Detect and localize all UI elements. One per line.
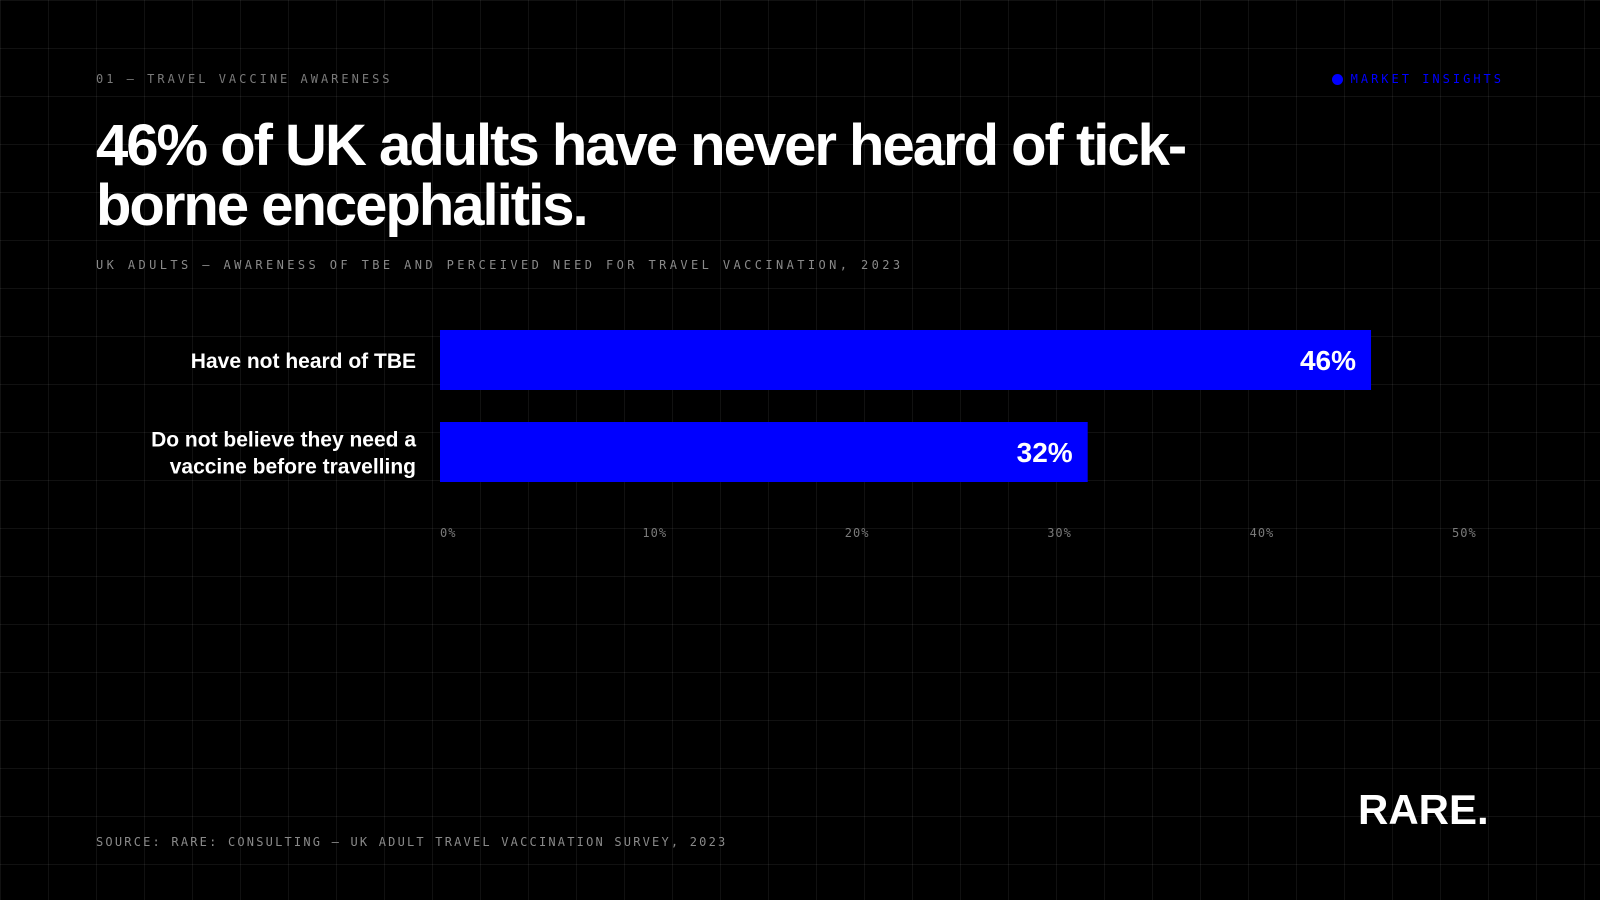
section-eyebrow: 01 — TRAVEL VACCINE AWARENESS xyxy=(96,72,393,86)
x-tick-label-2: 20% xyxy=(845,526,870,540)
bar-0 xyxy=(440,330,1372,390)
tag-label: MARKET INSIGHTS xyxy=(1350,72,1504,86)
x-tick-label-1: 10% xyxy=(642,526,667,540)
x-tick-label-4: 40% xyxy=(1250,526,1275,540)
chart-subtitle: UK ADULTS — AWARENESS OF TBE AND PERCEIV… xyxy=(96,258,904,272)
bar-chart: 46% Have not heard of TBE 32% Do not believ… xyxy=(151,330,1477,540)
bar-value-label-0: 46% xyxy=(1300,345,1356,376)
category-label-0: Have not heard of TBE xyxy=(191,350,416,373)
x-tick-label-5: 50% xyxy=(1452,526,1477,540)
bar-value-label-1: 32% xyxy=(1017,437,1073,468)
market-insights-tag: MARKET INSIGHTS xyxy=(1331,72,1504,86)
dot-icon xyxy=(1331,73,1343,85)
x-tick-label-0: 0% xyxy=(440,526,456,540)
x-tick-label-3: 30% xyxy=(1047,526,1072,540)
source-note: SOURCE: RARE: CONSULTING — UK ADULT TRAV… xyxy=(96,835,728,849)
rare-logo: RARE. xyxy=(1358,786,1489,833)
page-title: 46% of UK adults have never heard of tic… xyxy=(96,113,1187,238)
category-label-1: Do not believe they need a vaccine before… xyxy=(151,429,416,479)
bar-1 xyxy=(440,422,1088,482)
